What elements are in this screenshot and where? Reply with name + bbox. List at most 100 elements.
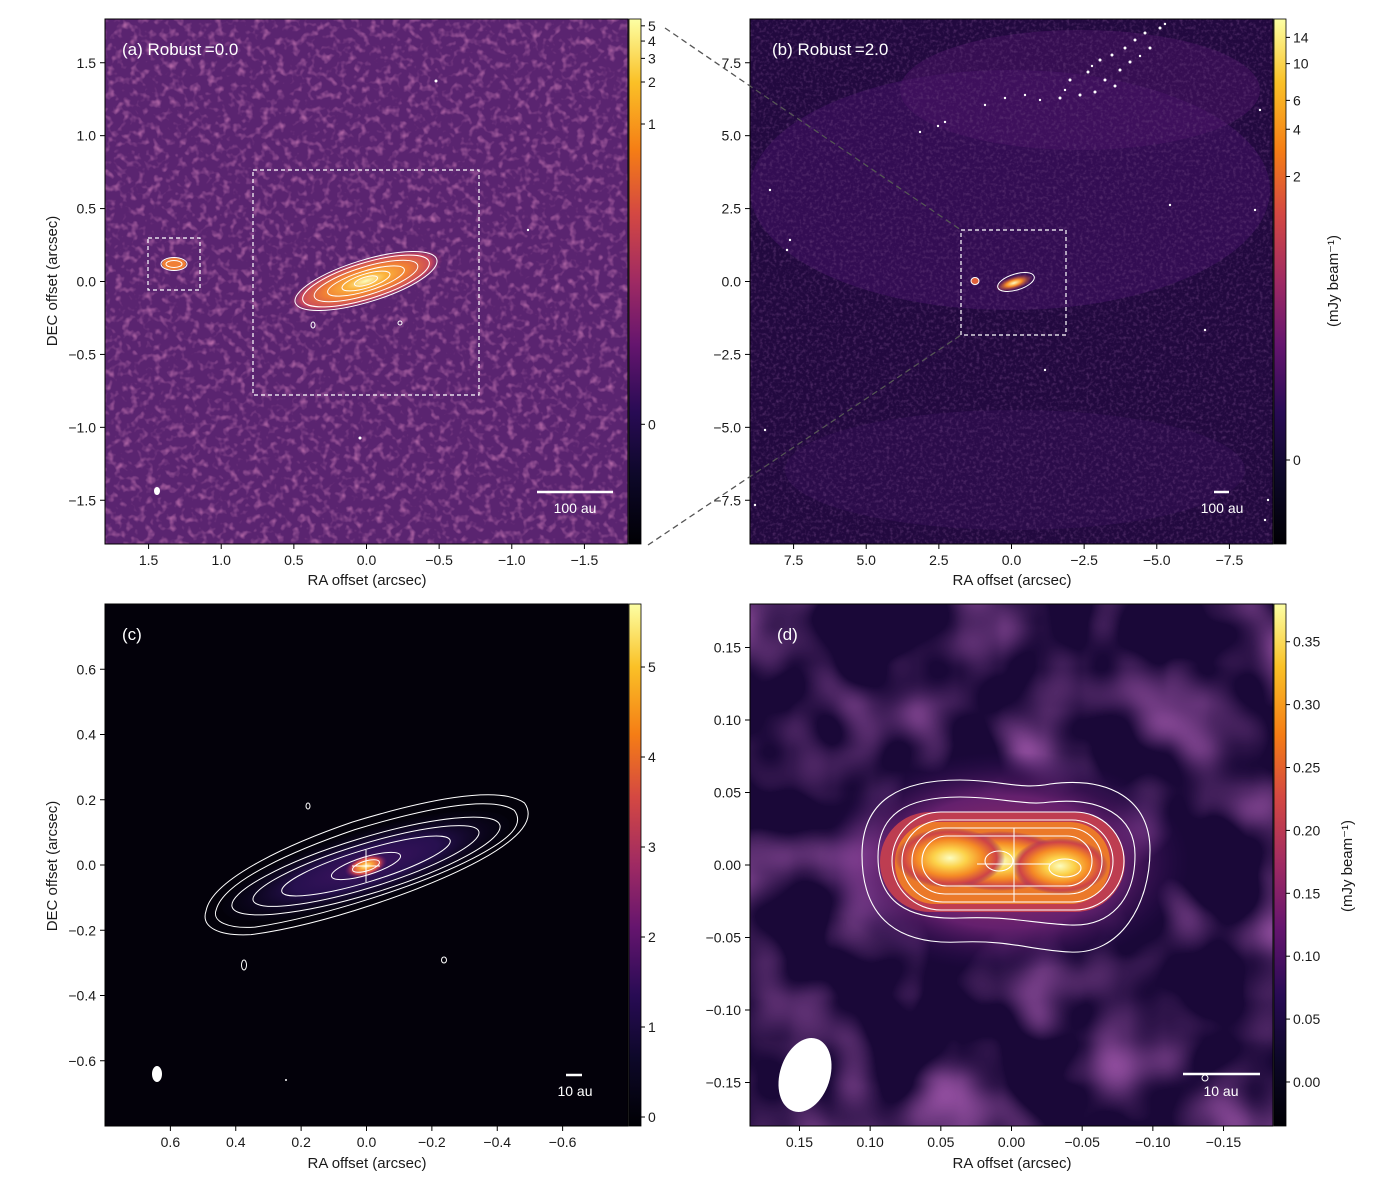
- colorbar-tick-label: 2: [1293, 169, 1301, 185]
- x-tick-label: −1.0: [498, 552, 526, 568]
- y-tick-label: −0.6: [68, 1053, 96, 1069]
- cbar-label-b: (mJy beam⁻¹): [1325, 235, 1342, 327]
- y-tick-label: 1.0: [77, 128, 97, 144]
- cbar-label-d: (mJy beam⁻¹): [1339, 820, 1356, 912]
- y-tick-label: 5.0: [722, 128, 742, 144]
- y-tick-label: −0.4: [68, 988, 96, 1004]
- panel-b: (b) Robust =2.0 100 au 7.5 5.0 2.5 0.0 −2.5 −…: [713, 18, 1342, 589]
- colorbar-tick-label: 0.15: [1293, 885, 1320, 901]
- x-tick-label: 0.4: [226, 1134, 246, 1150]
- y-tick-label: −7.5: [713, 492, 741, 508]
- panel-a: (a) Robust =0.0 100 au 1.5 1.0 0.5 0.0 −0.5 −…: [44, 18, 656, 589]
- axes-c: 0.6 0.4 0.2 0.0 −0.2 −0.4 −0.6 0.6 0.4 0.2 0.0 −0.2…: [68, 661, 576, 1150]
- y-tick-label: −0.15: [706, 1075, 742, 1091]
- x-tick-label: −0.05: [1064, 1134, 1100, 1150]
- y-tick-label: −0.05: [706, 930, 742, 946]
- inset-box-b: [960, 229, 1067, 336]
- x-tick-label: 5.0: [856, 552, 876, 568]
- colorbar-tick-label: 2: [648, 74, 656, 90]
- y-tick-label: 0.0: [77, 857, 97, 873]
- y-tick-label: −5.0: [713, 419, 741, 435]
- colorbar-b: [1274, 19, 1286, 544]
- x-tick-label: 0.00: [998, 1134, 1025, 1150]
- colorbar-tick-label: 2: [648, 929, 656, 945]
- x-tick-label: 1.0: [211, 552, 231, 568]
- inset-box-primary: [252, 169, 480, 396]
- y-tick-label: 0.4: [77, 727, 97, 743]
- x-tick-label: 7.5: [784, 552, 804, 568]
- x-tick-label: −0.15: [1206, 1134, 1242, 1150]
- panel-d: (d) 10 au 0.15 0.10 0.05 0.00 −0.05 −0.10 −0.1…: [706, 603, 1356, 1172]
- colorbar-tick-label: 0: [648, 416, 656, 432]
- colorbar-tick-label: 0.00: [1293, 1074, 1320, 1090]
- y-tick-label: 0.6: [77, 661, 97, 677]
- colorbar-tick-label: 1: [648, 116, 656, 132]
- colorbar-tick-label: 5: [648, 659, 656, 675]
- xlabel-a: RA offset (arcsec): [308, 572, 427, 589]
- colorbar-tick-label: 0: [1293, 452, 1301, 468]
- panel-c: (c) 10 au 0.6 0.4 0.2 0.0 −0.2 −0.4 −0.6 0.6 0.4…: [44, 603, 656, 1172]
- inset-box-secondary: [147, 237, 201, 291]
- colorbar-tick-label: 6: [1293, 92, 1301, 108]
- colorbar-ticks-b: 14 10 6 4 2 0: [1286, 29, 1309, 468]
- y-tick-label: 0.2: [77, 792, 97, 808]
- xlabel-b: RA offset (arcsec): [953, 572, 1072, 589]
- colorbar-tick-label: 0.25: [1293, 760, 1320, 776]
- colorbar-c: [629, 604, 641, 1126]
- xlabel-c: RA offset (arcsec): [308, 1155, 427, 1172]
- colorbar-tick-label: 0.20: [1293, 822, 1320, 838]
- axes-a: 1.5 1.0 0.5 0.0 −0.5 −1.0 −1.5 1.5 1.0 0.5 0.0 −0.5…: [68, 55, 598, 568]
- x-tick-label: −0.10: [1135, 1134, 1171, 1150]
- x-tick-label: 1.5: [139, 552, 159, 568]
- scalebar-label-a: 100 au: [554, 500, 597, 516]
- beam-c: [152, 1066, 162, 1082]
- y-tick-label: 0.10: [714, 712, 741, 728]
- x-tick-label: −2.5: [1070, 552, 1098, 568]
- image-c: [105, 604, 628, 1126]
- colorbar-a: [629, 19, 641, 544]
- scalebar-label-c: 10 au: [557, 1083, 592, 1099]
- xlabel-d: RA offset (arcsec): [953, 1155, 1072, 1172]
- colorbar-ticks-a: 543 2 1 0: [641, 18, 656, 432]
- x-tick-label: 0.0: [357, 1134, 377, 1150]
- colorbar-tick-label: 0.35: [1293, 634, 1320, 650]
- y-tick-label: −1.5: [68, 492, 96, 508]
- ylabel-a: DEC offset (arcsec): [44, 216, 61, 347]
- y-tick-label: −0.10: [706, 1002, 742, 1018]
- colorbar-tick-label: 0.30: [1293, 697, 1320, 713]
- y-tick-label: 0.05: [714, 785, 741, 801]
- panel-label-a: (a) Robust =0.0: [122, 40, 238, 59]
- y-tick-label: 0.00: [714, 857, 741, 873]
- colorbar-tick-label: 0.10: [1293, 948, 1320, 964]
- colorbar-tick-label: 0: [648, 1109, 656, 1125]
- x-tick-label: −7.5: [1216, 552, 1244, 568]
- panel-label-b: (b) Robust =2.0: [772, 40, 888, 59]
- colorbar-tick-label: 5: [648, 18, 656, 34]
- scalebar-label-b: 100 au: [1201, 500, 1244, 516]
- x-tick-label: 0.05: [927, 1134, 954, 1150]
- y-tick-label: 0.0: [722, 274, 742, 290]
- image-a: [105, 19, 628, 544]
- colorbar-tick-label: 10: [1293, 56, 1309, 72]
- colorbar-tick-label: 3: [648, 839, 656, 855]
- x-tick-label: −1.5: [571, 552, 599, 568]
- colorbar-d: [1274, 604, 1286, 1126]
- x-tick-label: −0.2: [418, 1134, 446, 1150]
- axes-b: 7.5 5.0 2.5 0.0 −2.5 −5.0 −7.5 7.5 5.0 2.5 0.0 −2.5…: [713, 55, 1243, 568]
- y-tick-label: −2.5: [713, 346, 741, 362]
- x-tick-label: 0.6: [161, 1134, 181, 1150]
- panel-label-d: (d): [777, 625, 798, 644]
- y-tick-label: 0.5: [77, 201, 97, 217]
- colorbar-ticks-d: 0.00 0.05 0.10 0.15 0.20 0.25 0.30 0.35: [1286, 634, 1320, 1090]
- y-tick-label: 0.15: [714, 640, 741, 656]
- image-d: [750, 604, 1273, 1126]
- colorbar-tick-label: 4: [648, 33, 656, 49]
- colorbar-tick-label: 0.05: [1293, 1011, 1320, 1027]
- x-tick-label: −0.6: [549, 1134, 577, 1150]
- colorbar-tick-label: 3: [648, 50, 656, 66]
- y-tick-label: 0.0: [77, 274, 97, 290]
- axes-d: 0.15 0.10 0.05 0.00 −0.05 −0.10 −0.15 0.15 0.10 0…: [706, 640, 1242, 1151]
- x-tick-label: −0.5: [425, 552, 453, 568]
- y-tick-label: 1.5: [77, 55, 97, 71]
